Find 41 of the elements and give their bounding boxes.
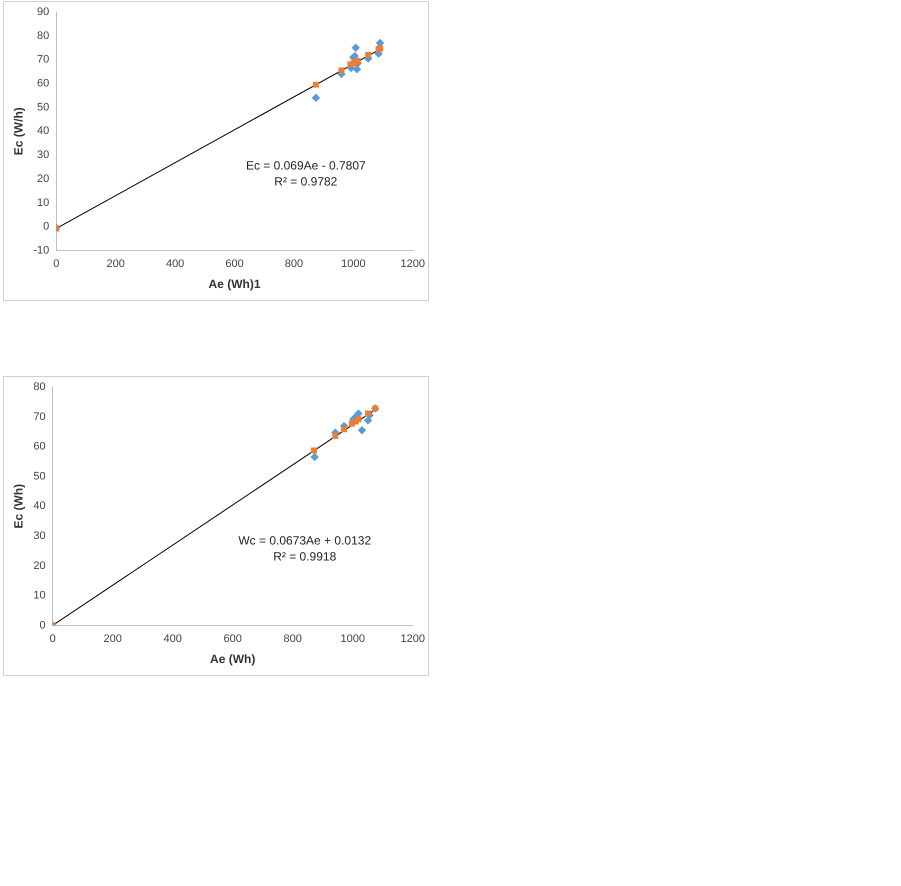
x-tick-label: 1000 — [340, 633, 365, 646]
annotation: Wc = 0.0673Ae + 0.0132 — [238, 533, 372, 548]
y-axis-title: Ec (W/h) — [12, 107, 26, 156]
x-tick-label: 800 — [284, 258, 304, 270]
y-tick-label: 80 — [37, 30, 50, 42]
y-tick-label: 90 — [37, 6, 50, 18]
y-tick-label: 0 — [43, 220, 50, 233]
y-tick-label: 10 — [37, 196, 50, 209]
y-tick-label: 30 — [33, 530, 46, 542]
y-tick-label: 20 — [33, 560, 46, 572]
x-tick-label: 0 — [53, 258, 60, 270]
y-tick-label: 80 — [33, 381, 46, 394]
y-tick-label: 20 — [37, 172, 50, 185]
y-tick-label: -10 — [33, 244, 50, 256]
y-tick-label: 30 — [37, 149, 50, 162]
y-tick-label: 40 — [33, 500, 46, 512]
x-tick-label: 600 — [225, 258, 244, 270]
x-tick-label: 600 — [224, 633, 242, 646]
x-tick-label: 400 — [166, 258, 184, 270]
annotation: R² = 0.9782 — [274, 174, 338, 188]
annotation: R² = 0.9918 — [273, 549, 337, 564]
y-tick-label: 0 — [40, 619, 46, 632]
y-tick-label: 50 — [33, 470, 46, 482]
y-tick-label: 60 — [37, 78, 50, 90]
x-axis-title: Ae (Wh) — [210, 652, 256, 666]
x-tick-label: 800 — [284, 633, 302, 646]
y-tick-label: 60 — [33, 440, 46, 453]
x-axis-title: Ae (Wh)1 — [208, 277, 261, 292]
y-tick-label: 50 — [37, 101, 50, 114]
x-tick-label: 1000 — [341, 258, 366, 270]
x-tick-label: 200 — [103, 633, 122, 646]
y-tick-label: 10 — [33, 590, 46, 602]
annotation: Ec = 0.069Ae - 0.7807 — [246, 158, 366, 172]
y-tick-label: 70 — [37, 54, 50, 66]
x-tick-label: 1200 — [400, 258, 426, 270]
y-tick-label: 70 — [33, 410, 46, 423]
y-axis-title: Ec (Wh) — [12, 484, 26, 529]
x-tick-label: 400 — [164, 633, 182, 646]
x-tick-label: 200 — [106, 258, 125, 270]
x-tick-label: 1200 — [400, 633, 426, 646]
y-tick-label: 40 — [37, 125, 50, 138]
